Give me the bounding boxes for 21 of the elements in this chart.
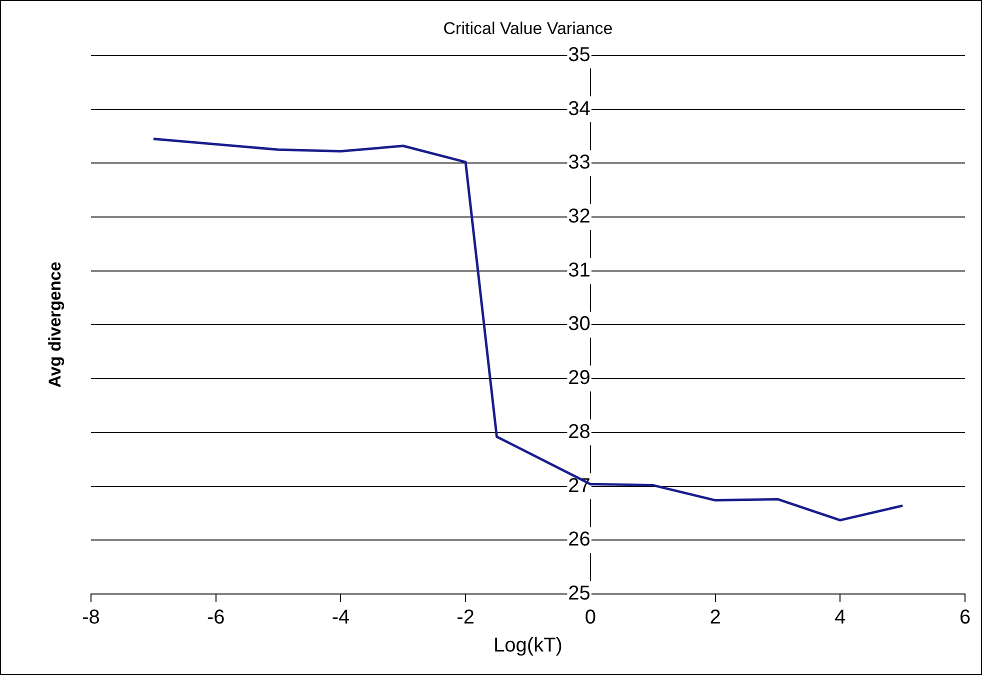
x-tick-label: 6: [959, 606, 971, 629]
chart-title: Critical Value Variance: [443, 18, 613, 38]
y-tick-label: 25: [568, 582, 590, 605]
y-tick-label: 32: [568, 205, 590, 228]
y-tick-label: 33: [568, 152, 590, 174]
x-tick-label: -6: [206, 606, 225, 629]
x-tick-label: 0: [584, 606, 596, 629]
y-tick-label: 26: [568, 528, 590, 551]
x-tick-label: 4: [834, 606, 846, 629]
y-tick-label: 29: [568, 367, 590, 390]
y-tick-label: 28: [568, 420, 590, 443]
y-tick-label: 35: [568, 44, 590, 66]
y-axis-title: Avg divergence: [46, 262, 65, 388]
y-tick-label: 30: [568, 313, 590, 336]
x-tick-label: 2: [710, 606, 721, 629]
x-tick-label: -2: [456, 606, 474, 629]
x-tick-label: -8: [82, 606, 100, 629]
x-axis-title: Log(kT): [494, 634, 562, 657]
x-tick-label: -4: [332, 606, 350, 629]
y-tick-label: 31: [568, 259, 590, 282]
y-tick-label: 34: [568, 98, 590, 120]
